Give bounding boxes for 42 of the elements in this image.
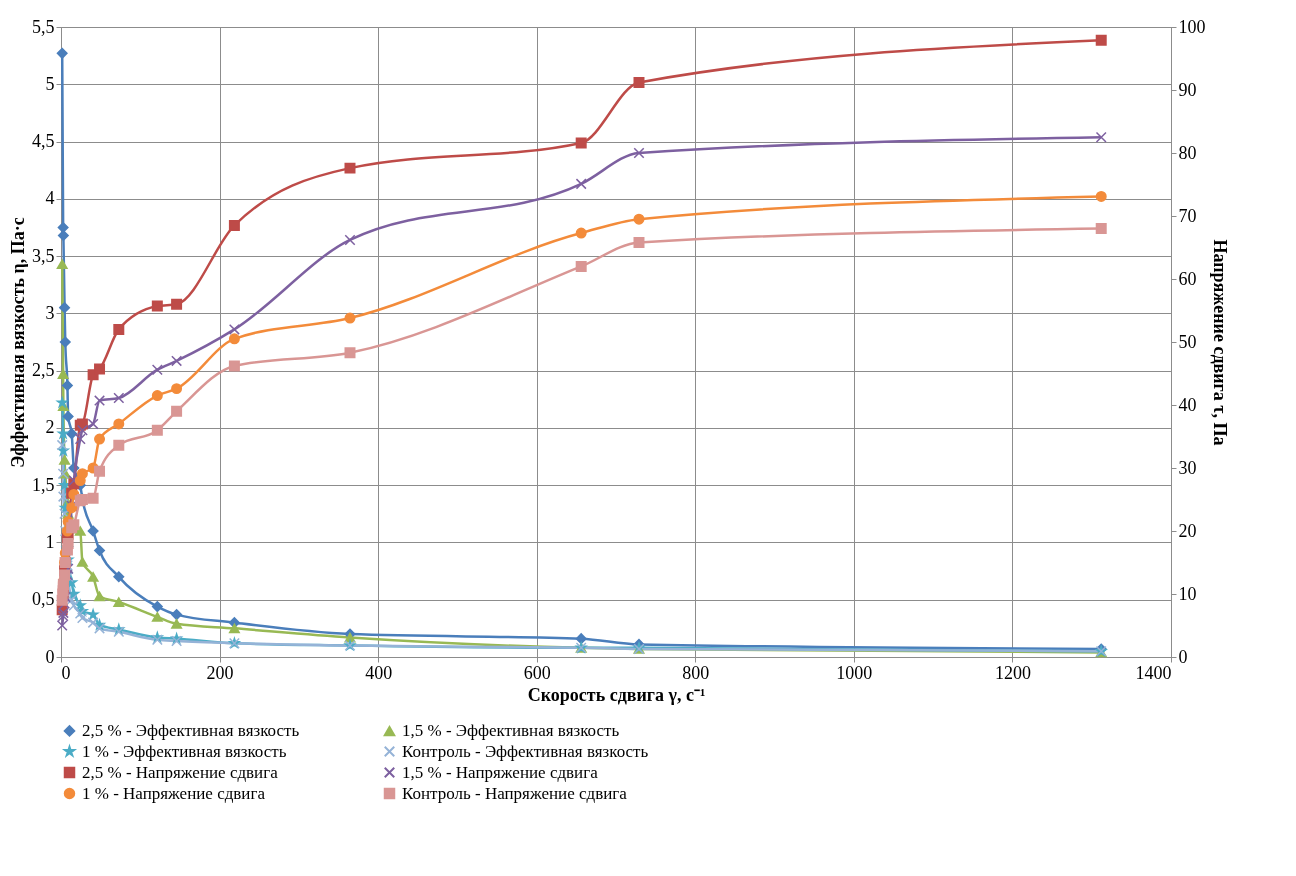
y-tick-label: 4,5 <box>32 131 55 152</box>
x-tick-label: 800 <box>682 662 710 683</box>
legend-label: 2,5 % - Напряжение сдвига <box>82 762 279 782</box>
x-tick-label: 200 <box>206 662 234 683</box>
y2-tick-label: 20 <box>1178 520 1197 541</box>
y2-tick-label: 30 <box>1178 457 1197 478</box>
legend-label: 1 % - Эффективная вязкость <box>82 741 287 761</box>
y-tick-label: 2 <box>45 417 55 438</box>
legend-label: Контроль - Напряжение сдвига <box>402 783 628 803</box>
legend-label: 1 % - Напряжение сдвига <box>82 783 266 803</box>
y-tick-label: 5,5 <box>32 16 55 37</box>
y2-tick-label: 70 <box>1178 205 1197 226</box>
y2-tick-label: 100 <box>1178 16 1206 37</box>
y-tick-label: 3 <box>45 302 55 323</box>
y-tick-label: 0,5 <box>32 589 55 610</box>
y-tick-label: 2,5 <box>32 360 55 381</box>
y2-tick-label: 90 <box>1178 79 1197 100</box>
x-tick-label: 0 <box>61 662 71 683</box>
y-axis-title: Эффективная вязкость η, Па·с <box>8 217 28 468</box>
x-tick-label: 600 <box>523 662 551 683</box>
y-tick-label: 4 <box>45 188 55 209</box>
legend-label: 2,5 % - Эффективная вязкость <box>82 720 300 740</box>
legend-label: Контроль - Эффективная вязкость <box>402 741 649 761</box>
y2-tick-label: 50 <box>1178 331 1197 352</box>
y-tick-label: 1 <box>45 531 55 552</box>
x-tick-label: 1200 <box>994 662 1031 683</box>
x-tick-label: 1400 <box>1135 662 1172 683</box>
legend-label: 1,5 % - Эффективная вязкость <box>402 721 620 741</box>
x-tick-label: 1000 <box>836 662 873 683</box>
x-tick-label: 400 <box>365 662 393 683</box>
x-axis-title: Скорость сдвига γ, с⁻¹ <box>527 684 706 705</box>
y-tick-label: 3,5 <box>32 245 55 266</box>
y-tick-label: 5 <box>45 73 55 94</box>
y2-tick-label: 40 <box>1178 394 1197 415</box>
y2-tick-label: 80 <box>1178 142 1197 163</box>
y2-tick-label: 10 <box>1178 583 1197 604</box>
y-tick-label: 0 <box>45 646 55 667</box>
y2-tick-label: 60 <box>1178 268 1197 289</box>
y-tick-label: 1,5 <box>32 474 55 495</box>
y2-axis-title: Напряжение сдвига τ, Па <box>1209 239 1230 446</box>
legend-label: 1,5 % - Напряжение сдвига <box>402 762 599 782</box>
y2-tick-label: 0 <box>1178 646 1188 667</box>
